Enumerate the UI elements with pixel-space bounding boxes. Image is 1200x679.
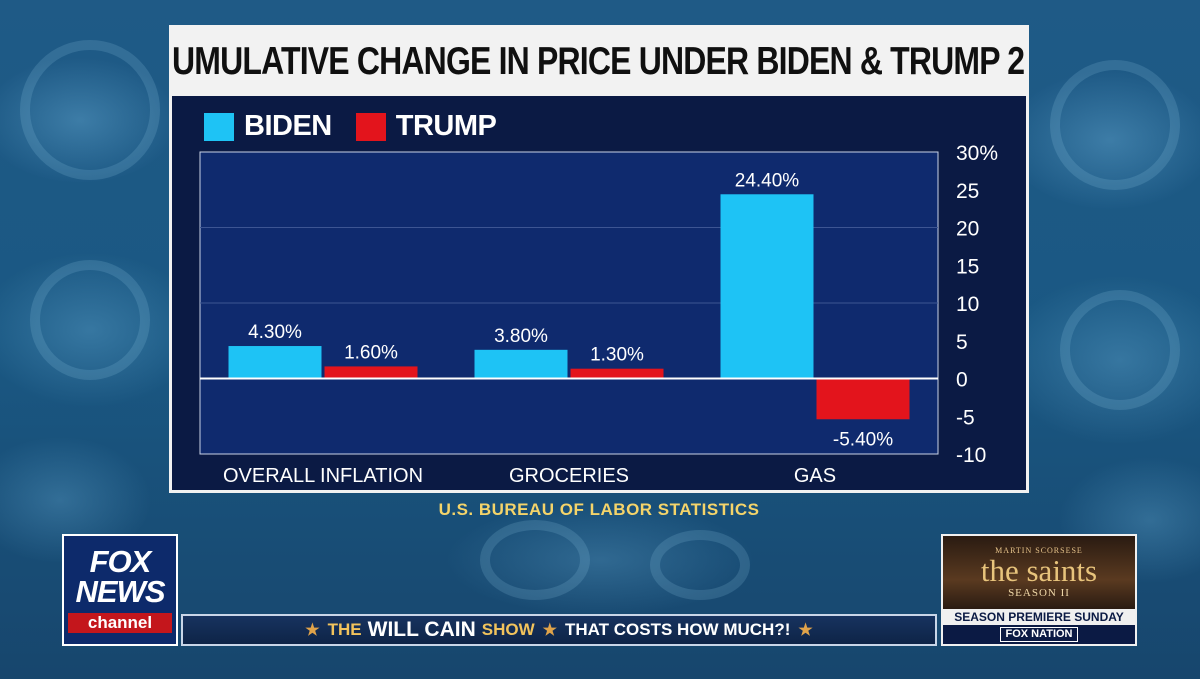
legend-label-biden: BIDEN xyxy=(244,110,332,142)
legend-item-trump: TRUMP xyxy=(355,110,497,143)
background-swirl xyxy=(1060,290,1180,410)
promo-premiere: SEASON PREMIERE SUNDAY xyxy=(943,609,1135,625)
legend-label-trump: TRUMP xyxy=(395,110,497,142)
promo-presenter: MARTIN SCORSESE xyxy=(995,546,1083,555)
chart-legend: BIDEN TRUMP xyxy=(204,110,520,143)
y-tick-label: 0 xyxy=(956,369,968,392)
y-tick-label: -10 xyxy=(956,444,986,467)
category-label: OVERALL INFLATION xyxy=(223,465,423,487)
promo-season: SEASON II xyxy=(1008,587,1070,599)
promo-box: MARTIN SCORSESE the saints SEASON II SEA… xyxy=(941,534,1137,646)
category-label: GAS xyxy=(794,465,836,487)
show-tagline: THAT COSTS HOW MUCH?! xyxy=(564,620,791,639)
y-tick-label: 20 xyxy=(956,218,979,241)
data-label: 24.40% xyxy=(735,170,800,191)
background-swirl xyxy=(650,530,750,600)
show-ticker: ★ THE WILL CAIN SHOW ★ THAT COSTS HOW MU… xyxy=(181,614,937,646)
star-icon: ★ xyxy=(305,622,320,639)
legend-swatch-biden xyxy=(204,112,234,141)
background-swirl xyxy=(480,520,590,600)
category-label: GROCERIES xyxy=(509,465,629,487)
data-label: -5.40% xyxy=(833,429,893,450)
fox-nation-logo: FOX NATION xyxy=(1000,627,1078,642)
chart-title: CUMULATIVE CHANGE IN PRICE UNDER BIDEN &… xyxy=(169,40,1029,83)
y-tick-label: -5 xyxy=(956,406,975,429)
chart-panel: CUMULATIVE CHANGE IN PRICE UNDER BIDEN &… xyxy=(169,25,1029,493)
promo-network: FOX NATION xyxy=(943,625,1135,644)
y-tick-label: 10 xyxy=(956,293,979,316)
data-label: 1.60% xyxy=(344,342,398,363)
data-label: 4.30% xyxy=(248,322,302,343)
bar-biden-0 xyxy=(228,346,322,379)
logo-news: NEWS xyxy=(75,574,166,609)
logo-fox: FOX xyxy=(89,544,152,579)
background-swirl xyxy=(1050,60,1180,190)
bar-chart: 30% 25 20 15 10 5 0 -5 -10 4.30% 1.60% OVERALL INFL… xyxy=(199,142,998,487)
y-tick-label: 5 xyxy=(956,331,968,354)
y-tick-label: 30% xyxy=(956,142,998,165)
bar-biden-2 xyxy=(720,194,814,379)
bar-trump-0 xyxy=(324,366,418,379)
show-prefix: THE xyxy=(327,620,362,639)
chart-title-bar: CUMULATIVE CHANGE IN PRICE UNDER BIDEN &… xyxy=(172,28,1026,96)
fox-news-logo: FOX NEWS channel xyxy=(62,534,178,646)
show-suffix: SHOW xyxy=(481,620,535,639)
y-tick-label: 25 xyxy=(956,180,979,203)
logo-channel: channel xyxy=(68,613,172,633)
bar-trump-2 xyxy=(816,378,910,420)
star-icon: ★ xyxy=(798,622,813,639)
background-swirl xyxy=(30,260,150,380)
source-label: U.S. BUREAU OF LABOR STATISTICS xyxy=(438,500,760,519)
bar-biden-1 xyxy=(474,349,568,379)
legend-item-biden: BIDEN xyxy=(204,110,332,143)
show-name: WILL CAIN xyxy=(367,618,476,641)
star-icon: ★ xyxy=(542,622,557,639)
data-label: 3.80% xyxy=(494,326,548,347)
promo-title: the saints xyxy=(980,553,1098,588)
bar-trump-1 xyxy=(570,368,664,379)
data-label: 1.30% xyxy=(590,345,644,366)
y-tick-label: 15 xyxy=(956,255,979,278)
legend-swatch-trump xyxy=(355,112,386,141)
promo-art: MARTIN SCORSESE the saints SEASON II xyxy=(943,536,1135,609)
background-swirl xyxy=(20,40,160,180)
